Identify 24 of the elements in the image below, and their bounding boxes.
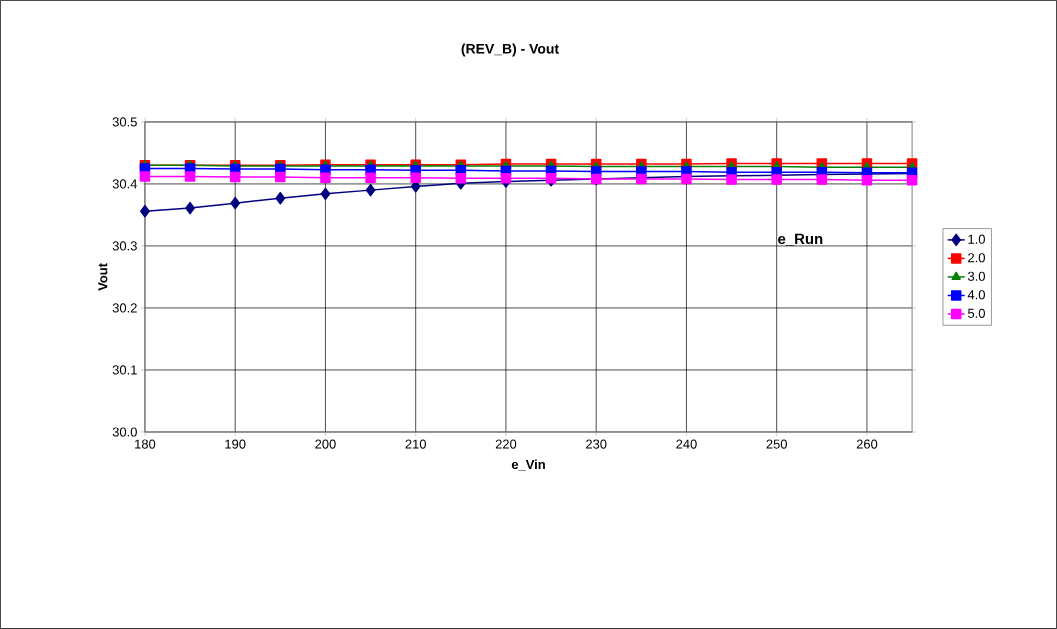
legend-title: e_Run [778,233,823,246]
x-tick-label: 260 [856,439,878,449]
x-tick-label: 250 [766,439,788,449]
chart-title: (REV_B) - Vout [461,43,559,57]
y-tick-label: 30.5 [112,117,137,127]
y-tick-label: 30.4 [112,179,138,189]
x-tick-label: 190 [225,439,246,449]
x-tick-label: 200 [315,439,336,449]
y-tick-label: 30.0 [112,427,137,437]
y-tick-label: 30.2 [112,303,137,313]
x-axis-title: e_Vin [511,459,545,471]
y-axis-title: Vout [98,263,108,291]
legend-label: 1.0 [968,234,985,244]
x-tick-label: 220 [495,439,517,449]
x-tick-label: 230 [586,439,607,449]
x-tick-label: 240 [676,439,697,449]
y-tick-label: 30.1 [112,365,137,375]
legend-label: 4.0 [967,290,985,300]
x-tick-label: 210 [405,439,426,449]
x-tick-label: 180 [135,439,156,449]
y-tick-label: 30.3 [112,241,137,251]
legend-label: 2.0 [968,253,985,263]
legend-label: 3.0 [967,271,985,281]
legend-label: 5.0 [967,308,985,318]
